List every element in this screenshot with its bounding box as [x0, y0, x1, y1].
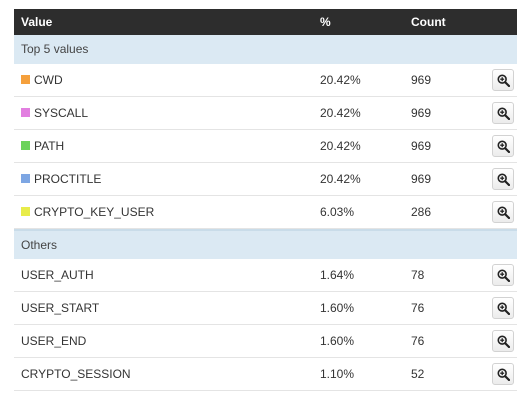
others-rows: USER_AUTH 1.64% 78 USER_START 1.60% 76 USER_EN…: [14, 259, 517, 391]
zoom-in-button[interactable]: [492, 102, 514, 124]
value-cell: USER_START: [21, 301, 100, 315]
top-values-rows: CWD 20.42% 969 SYSCALL 20.42% 969 PATH 20.42% 96…: [14, 64, 517, 229]
value-cell: CWD: [34, 73, 63, 87]
zoom-in-button[interactable]: [492, 168, 514, 190]
top-values-section-header: Top 5 values: [14, 35, 517, 64]
value-cell: USER_END: [21, 334, 87, 348]
percent-cell: 6.03%: [320, 205, 355, 219]
others-section-title: Others: [21, 238, 58, 252]
count-cell: 286: [411, 205, 432, 219]
table-row: SYSCALL 20.42% 969: [14, 97, 517, 130]
value-cell: CRYPTO_SESSION: [21, 367, 131, 381]
count-cell: 969: [411, 73, 432, 87]
zoom-in-button[interactable]: [492, 264, 514, 286]
count-cell: 76: [411, 301, 425, 315]
count-cell: 969: [411, 172, 432, 186]
percent-column-header: %: [320, 15, 331, 29]
table-row: CRYPTO_SESSION 1.10% 52: [14, 358, 517, 391]
zoom-in-button[interactable]: [492, 330, 514, 352]
legend-swatch: [21, 207, 30, 216]
percent-cell: 20.42%: [320, 139, 361, 153]
table-row: PATH 20.42% 969: [14, 130, 517, 163]
count-cell: 969: [411, 106, 432, 120]
percent-cell: 1.10%: [320, 367, 355, 381]
legend-swatch: [21, 174, 30, 183]
zoom-in-button[interactable]: [492, 201, 514, 223]
zoom-in-button[interactable]: [492, 69, 514, 91]
value-cell: CRYPTO_KEY_USER: [34, 205, 155, 219]
percent-cell: 20.42%: [320, 172, 361, 186]
percent-cell: 20.42%: [320, 73, 361, 87]
values-table: Value % Count Top 5 values CWD 20.42% 969 S…: [14, 9, 517, 391]
table-row: CWD 20.42% 969: [14, 64, 517, 97]
count-cell: 52: [411, 367, 425, 381]
percent-cell: 20.42%: [320, 106, 361, 120]
legend-swatch: [21, 141, 30, 150]
table-row: USER_END 1.60% 76: [14, 325, 517, 358]
zoom-in-button[interactable]: [492, 135, 514, 157]
legend-swatch: [21, 108, 30, 117]
table-header: Value % Count: [14, 9, 517, 35]
table-row: USER_START 1.60% 76: [14, 292, 517, 325]
value-cell: PATH: [34, 139, 65, 153]
count-cell: 78: [411, 268, 425, 282]
table-row: USER_AUTH 1.64% 78: [14, 259, 517, 292]
count-column-header: Count: [411, 15, 446, 29]
others-section-header: Others: [14, 229, 517, 259]
table-row: CRYPTO_KEY_USER 6.03% 286: [14, 196, 517, 229]
top-values-section-title: Top 5 values: [21, 42, 89, 56]
legend-swatch: [21, 75, 30, 84]
value-cell: PROCTITLE: [34, 172, 102, 186]
percent-cell: 1.60%: [320, 301, 355, 315]
count-cell: 969: [411, 139, 432, 153]
value-column-header: Value: [21, 15, 53, 29]
value-cell: USER_AUTH: [21, 268, 94, 282]
zoom-in-button[interactable]: [492, 297, 514, 319]
percent-cell: 1.60%: [320, 334, 355, 348]
count-cell: 76: [411, 334, 425, 348]
value-cell: SYSCALL: [34, 106, 89, 120]
zoom-in-button[interactable]: [492, 363, 514, 385]
table-row: PROCTITLE 20.42% 969: [14, 163, 517, 196]
percent-cell: 1.64%: [320, 268, 355, 282]
